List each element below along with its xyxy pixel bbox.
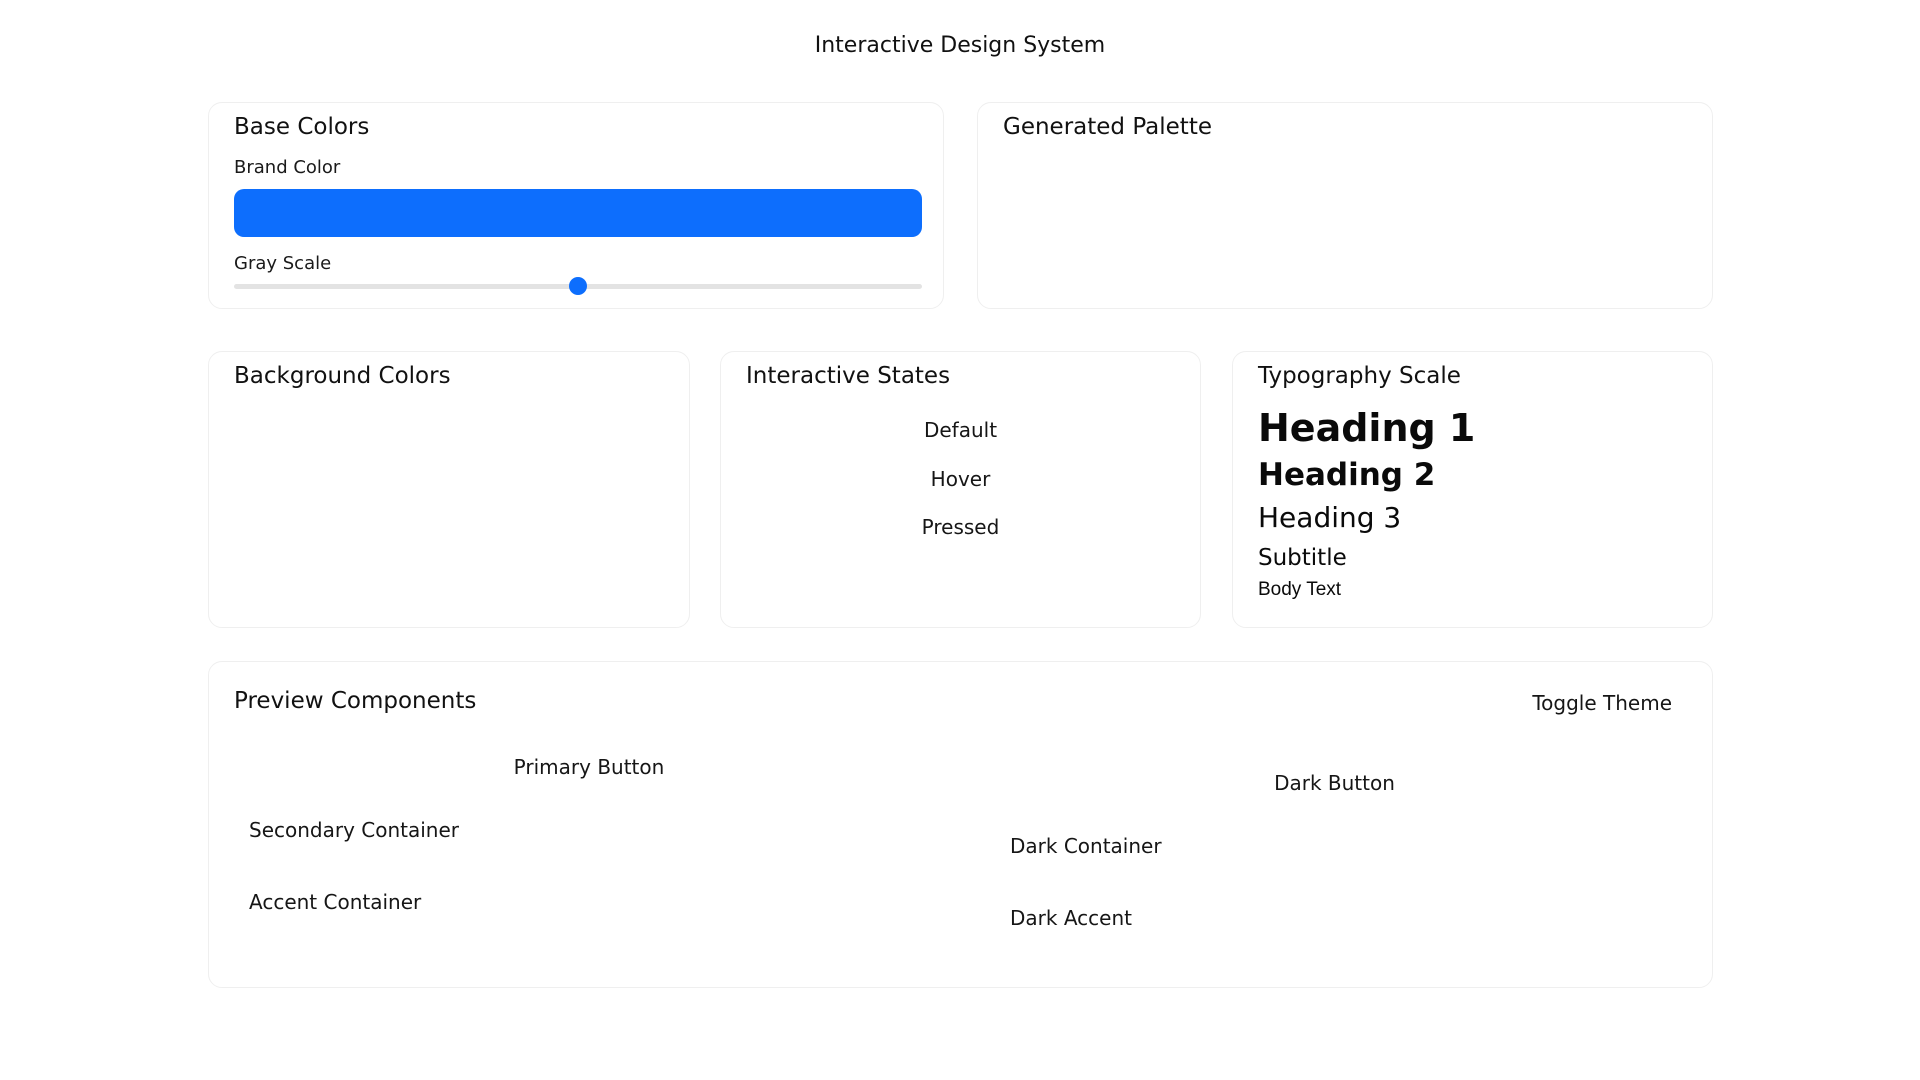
typography-sample-heading3: Heading 3 [1258, 501, 1402, 534]
base-colors-panel: Base Colors Brand Color Gray Scale [208, 102, 944, 309]
page-title: Interactive Design System [814, 33, 1106, 58]
background-colors-panel: Background Colors [208, 351, 690, 628]
preview-components-title: Preview Components [234, 688, 477, 714]
accent-container: Accent Container [249, 890, 422, 914]
typography-scale-title: Typography Scale [1258, 363, 1461, 389]
typography-sample-subtitle: Subtitle [1258, 545, 1347, 571]
typography-scale-panel: Typography Scale Heading 1 Heading 2 Hea… [1232, 351, 1713, 628]
typography-sample-heading1: Heading 1 [1258, 406, 1476, 450]
dark-accent: Dark Accent [1010, 906, 1132, 930]
generated-palette-panel: Generated Palette [977, 102, 1713, 309]
primary-button[interactable]: Primary Button [513, 755, 665, 779]
gray-scale-label: Gray Scale [234, 253, 332, 274]
state-button-default[interactable]: Default [923, 418, 998, 442]
base-colors-title: Base Colors [234, 114, 370, 140]
dark-container: Dark Container [1010, 834, 1162, 858]
interactive-states-panel: Interactive States Default Hover Pressed [720, 351, 1201, 628]
slider-thumb[interactable] [569, 277, 587, 295]
toggle-theme-button[interactable]: Toggle Theme [1532, 691, 1672, 715]
brand-color-swatch[interactable] [234, 189, 922, 237]
generated-palette-title: Generated Palette [1003, 114, 1212, 140]
dark-button[interactable]: Dark Button [1274, 771, 1395, 795]
state-button-hover[interactable]: Hover [930, 467, 991, 491]
preview-components-panel: Preview Components Toggle Theme Primary … [208, 661, 1713, 988]
interactive-states-title: Interactive States [746, 363, 951, 389]
typography-sample-body-text: Body Text [1258, 579, 1342, 600]
state-button-pressed[interactable]: Pressed [921, 515, 1000, 539]
typography-sample-heading2: Heading 2 [1258, 457, 1436, 493]
background-colors-title: Background Colors [234, 363, 451, 389]
secondary-container: Secondary Container [249, 818, 460, 842]
brand-color-label: Brand Color [234, 157, 341, 178]
gray-scale-slider[interactable] [234, 277, 922, 295]
